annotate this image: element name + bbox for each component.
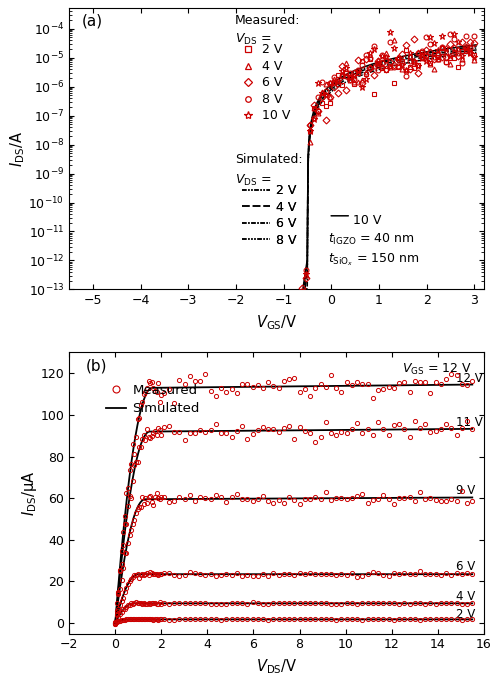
Text: Simulated:: Simulated: bbox=[235, 153, 302, 166]
Text: $V_{\mathrm{DS}}$ =: $V_{\mathrm{DS}}$ = bbox=[235, 32, 272, 47]
Text: 9 V: 9 V bbox=[456, 484, 475, 497]
Text: (a): (a) bbox=[82, 14, 103, 29]
Text: 6 V: 6 V bbox=[456, 560, 475, 573]
Text: 2 V: 2 V bbox=[456, 608, 475, 621]
Text: 4 V: 4 V bbox=[456, 590, 475, 603]
X-axis label: $V_{\mathrm{GS}}$/V: $V_{\mathrm{GS}}$/V bbox=[256, 313, 298, 332]
Text: $t_{\mathrm{SiO}_x}$ = 150 nm: $t_{\mathrm{SiO}_x}$ = 150 nm bbox=[328, 252, 420, 268]
Text: 12 V: 12 V bbox=[456, 371, 483, 384]
Text: $V_{\mathrm{DS}}$ =: $V_{\mathrm{DS}}$ = bbox=[235, 173, 272, 188]
Text: 11 V: 11 V bbox=[456, 417, 483, 430]
Text: $V_{\mathrm{GS}}$ = 12 V: $V_{\mathrm{GS}}$ = 12 V bbox=[402, 363, 472, 378]
Text: Measured:: Measured: bbox=[235, 14, 300, 27]
X-axis label: $V_{\mathrm{DS}}$/V: $V_{\mathrm{DS}}$/V bbox=[256, 657, 298, 676]
Y-axis label: $I_{\mathrm{DS}}$/A: $I_{\mathrm{DS}}$/A bbox=[8, 131, 27, 167]
Y-axis label: $I_{\mathrm{DS}}$/μA: $I_{\mathrm{DS}}$/μA bbox=[20, 471, 39, 516]
Legend: Measured, Simulated: Measured, Simulated bbox=[100, 379, 205, 421]
Text: $t_{\mathrm{IGZO}}$ = 40 nm: $t_{\mathrm{IGZO}}$ = 40 nm bbox=[328, 232, 415, 247]
Text: 10 V: 10 V bbox=[353, 214, 382, 227]
Text: (b): (b) bbox=[86, 358, 108, 373]
Legend: 2 V, 4 V, 6 V, 8 V: 2 V, 4 V, 6 V, 8 V bbox=[237, 179, 302, 252]
